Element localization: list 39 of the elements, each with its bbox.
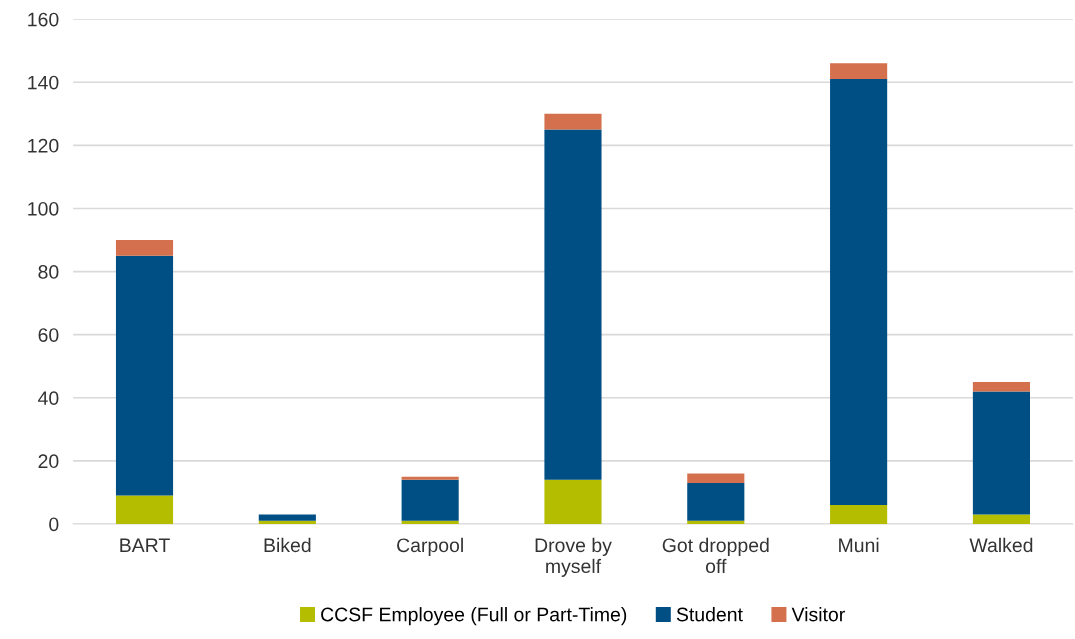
bar — [115, 255, 174, 496]
bar — [830, 79, 888, 506]
y-tick-label: 140 — [28, 75, 59, 90]
y-tick-label: 0 — [49, 517, 59, 532]
y-tick-label: 20 — [38, 454, 59, 469]
bar — [258, 520, 316, 524]
x-tick-label: Carpool — [397, 537, 463, 556]
x-tick-label: Drove by myself — [535, 537, 612, 577]
bar — [830, 63, 888, 80]
bar — [401, 476, 459, 480]
bar — [687, 520, 745, 524]
bar — [972, 514, 1030, 524]
bar — [544, 479, 602, 524]
bar — [687, 482, 745, 521]
bar — [544, 113, 602, 130]
x-tick-label: Muni — [839, 537, 879, 553]
bar — [258, 514, 316, 521]
x-tick-label: BART — [120, 538, 170, 552]
bar — [401, 479, 459, 521]
y-tick-label: 60 — [38, 328, 59, 342]
bar — [972, 382, 1030, 392]
x-tick-label: Walked — [969, 537, 1033, 553]
y-tick-label: 120 — [28, 138, 59, 153]
y-tick-label: 100 — [28, 201, 59, 216]
x-tick-label: Got dropped off — [662, 537, 769, 574]
bar — [687, 473, 745, 483]
bar — [830, 505, 888, 524]
y-tick-label: 80 — [38, 265, 59, 279]
bar — [401, 520, 459, 524]
bar — [544, 129, 602, 480]
legend-label: Student — [676, 607, 743, 622]
x-tick-label: Biked — [264, 537, 311, 553]
y-tick-label: 40 — [38, 391, 59, 406]
y-tick-label: 160 — [28, 12, 59, 27]
bar — [115, 495, 174, 524]
legend-label: Visitor — [791, 607, 845, 622]
legend-label: CCSF Employee (Full or Part-Time) — [321, 607, 627, 626]
bar — [115, 240, 174, 256]
bar — [972, 391, 1030, 515]
